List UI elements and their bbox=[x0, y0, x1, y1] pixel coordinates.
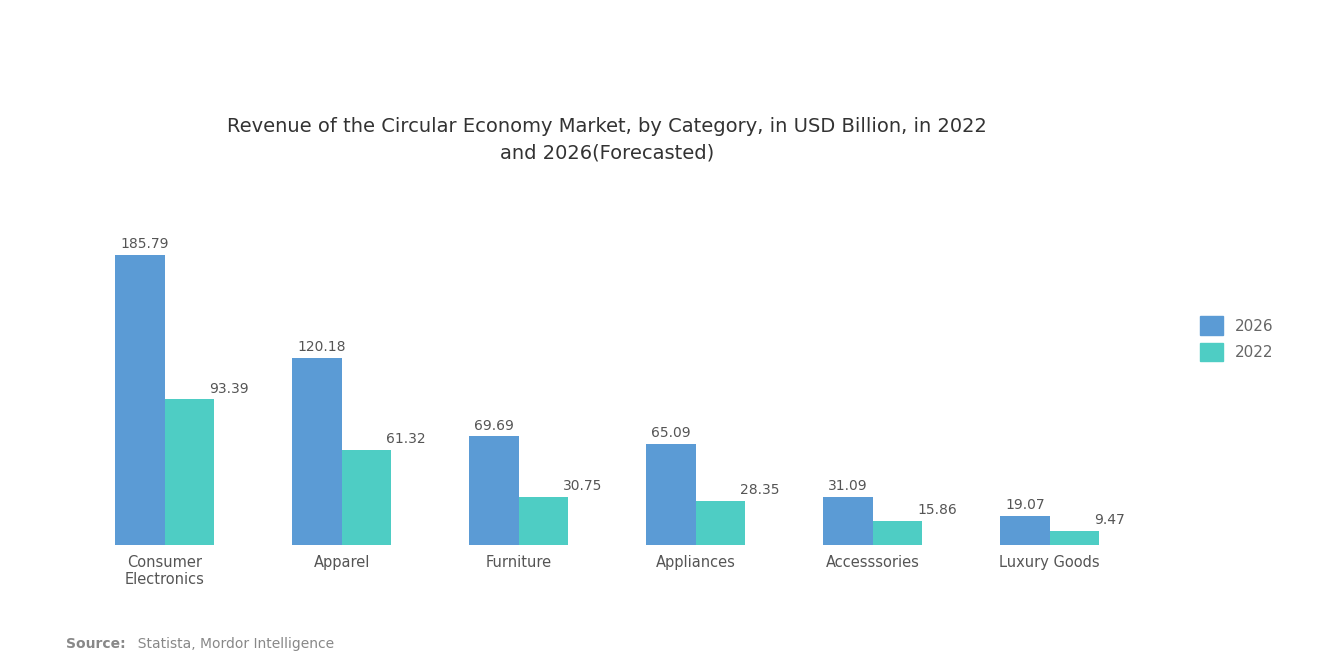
Bar bbox=[342, 450, 391, 545]
Bar bbox=[519, 497, 569, 545]
Bar bbox=[873, 521, 923, 545]
Bar bbox=[165, 400, 214, 545]
Text: 120.18: 120.18 bbox=[297, 340, 346, 354]
Bar bbox=[1049, 531, 1100, 545]
Title: Revenue of the Circular Economy Market, by Category, in USD Billion, in 2022
and: Revenue of the Circular Economy Market, … bbox=[227, 117, 987, 162]
Bar bbox=[696, 501, 746, 545]
Text: 19.07: 19.07 bbox=[1005, 497, 1044, 511]
Text: 15.86: 15.86 bbox=[917, 503, 957, 517]
Text: 93.39: 93.39 bbox=[210, 382, 249, 396]
Text: 31.09: 31.09 bbox=[828, 479, 867, 493]
Text: 185.79: 185.79 bbox=[120, 237, 169, 251]
Bar bbox=[645, 444, 696, 545]
Legend: 2026, 2022: 2026, 2022 bbox=[1192, 309, 1282, 369]
Text: 65.09: 65.09 bbox=[651, 426, 690, 440]
Bar bbox=[1001, 515, 1049, 545]
Bar bbox=[824, 497, 873, 545]
Text: 69.69: 69.69 bbox=[474, 418, 513, 433]
Bar bbox=[292, 358, 342, 545]
Text: Source:: Source: bbox=[66, 637, 125, 652]
Bar bbox=[115, 255, 165, 545]
Text: 9.47: 9.47 bbox=[1094, 513, 1125, 527]
Text: 30.75: 30.75 bbox=[564, 479, 603, 493]
Text: 61.32: 61.32 bbox=[387, 432, 426, 446]
Text: Statista, Mordor Intelligence: Statista, Mordor Intelligence bbox=[129, 637, 334, 652]
Bar bbox=[469, 436, 519, 545]
Text: 28.35: 28.35 bbox=[741, 483, 780, 497]
